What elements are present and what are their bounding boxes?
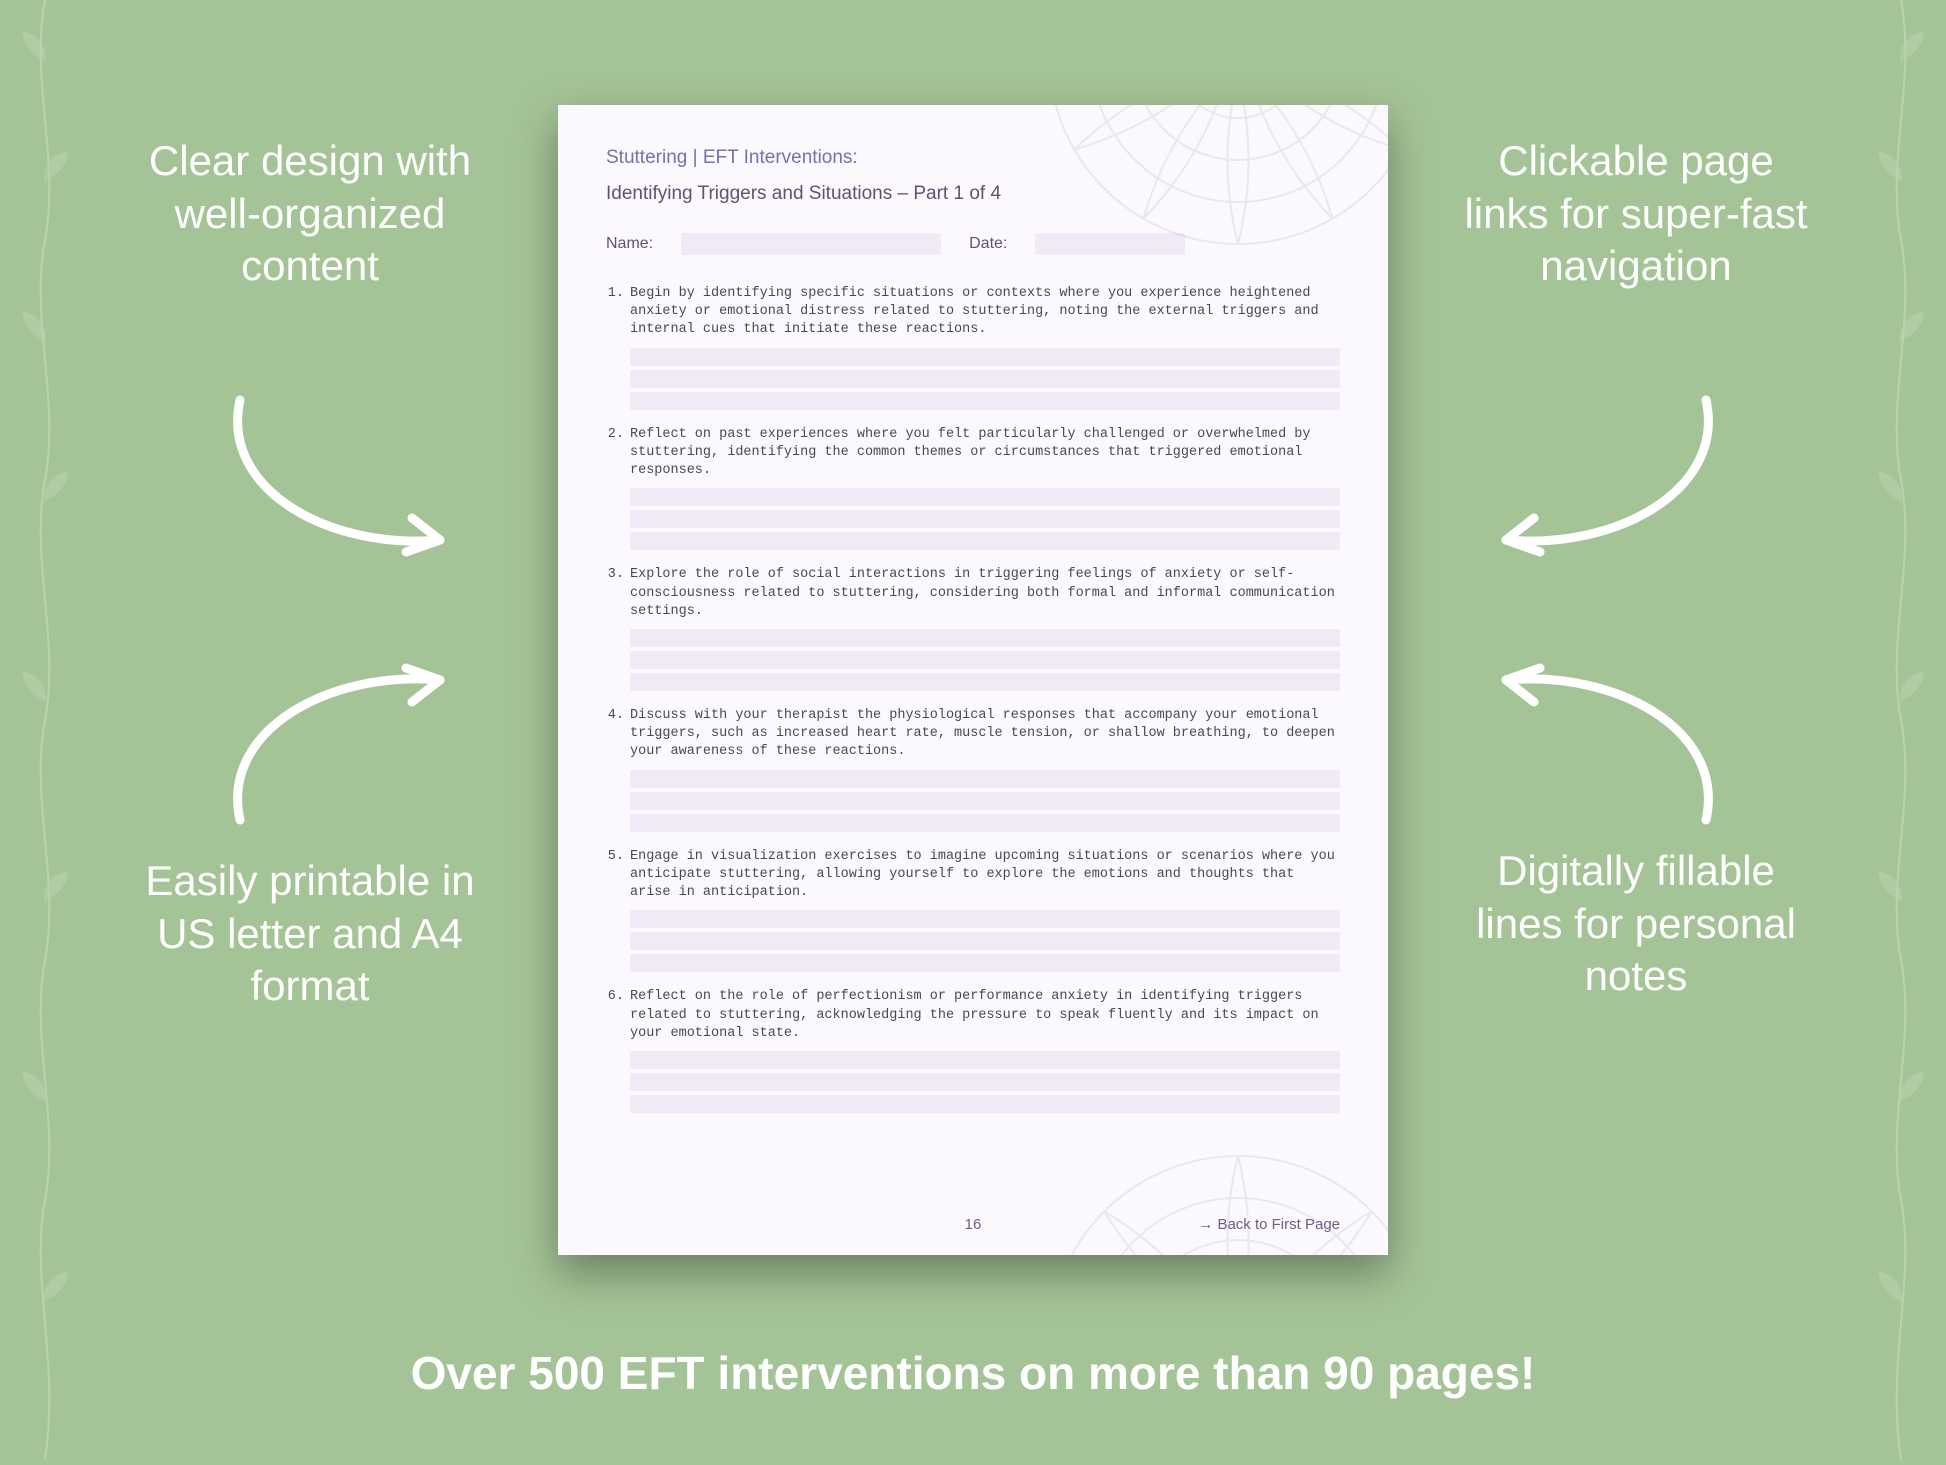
question-item: 5.Engage in visualization exercises to i… [606, 848, 1340, 973]
question-number: 3. [606, 566, 630, 621]
callout-bottom-left: Easily printable in US letter and A4 for… [130, 855, 490, 1013]
callout-top-left: Clear design with well-organized content [130, 135, 490, 293]
question-text: Engage in visualization exercises to ima… [630, 848, 1340, 903]
question-list: 1.Begin by identifying specific situatio… [606, 285, 1340, 1113]
arrow-bottom-left [210, 640, 470, 840]
arrow-top-left [210, 380, 470, 580]
name-date-row: Name: Date: [606, 233, 1340, 255]
date-label: Date: [969, 235, 1007, 253]
arrow-bottom-right [1476, 640, 1736, 840]
name-field[interactable] [681, 233, 941, 255]
doc-title-line1: Stuttering | EFT Interventions: [606, 147, 1340, 169]
bottom-tagline: Over 500 EFT interventions on more than … [0, 1346, 1946, 1400]
question-number: 5. [606, 848, 630, 903]
question-text: Reflect on past experiences where you fe… [630, 426, 1340, 481]
answer-lines[interactable] [606, 910, 1340, 972]
callout-bottom-right: Digitally fillable lines for personal no… [1456, 845, 1816, 1003]
callout-top-right: Clickable page links for super-fast navi… [1456, 135, 1816, 293]
name-label: Name: [606, 235, 653, 253]
answer-lines[interactable] [606, 629, 1340, 691]
back-to-first-page-link[interactable]: → Back to First Page [1198, 1216, 1340, 1233]
question-number: 4. [606, 707, 630, 762]
question-item: 6.Reflect on the role of perfectionism o… [606, 988, 1340, 1113]
question-number: 6. [606, 988, 630, 1043]
answer-lines[interactable] [606, 1051, 1340, 1113]
question-text: Reflect on the role of perfectionism or … [630, 988, 1340, 1043]
page-footer: 16 → Back to First Page [606, 1216, 1340, 1233]
question-item: 3.Explore the role of social interaction… [606, 566, 1340, 691]
question-number: 1. [606, 285, 630, 340]
answer-lines[interactable] [606, 770, 1340, 832]
document-page: Stuttering | EFT Interventions: Identify… [558, 105, 1388, 1255]
floral-border-right [1856, 0, 1946, 1460]
page-number: 16 [965, 1216, 982, 1233]
floral-border-left [0, 0, 90, 1460]
arrow-top-right [1476, 380, 1736, 580]
question-number: 2. [606, 426, 630, 481]
question-text: Begin by identifying specific situations… [630, 285, 1340, 340]
question-text: Explore the role of social interactions … [630, 566, 1340, 621]
answer-lines[interactable] [606, 348, 1340, 410]
mandala-decoration-bottom [1028, 1135, 1388, 1255]
question-item: 2.Reflect on past experiences where you … [606, 426, 1340, 551]
doc-title-line2: Identifying Triggers and Situations – Pa… [606, 183, 1340, 205]
answer-lines[interactable] [606, 488, 1340, 550]
question-item: 1.Begin by identifying specific situatio… [606, 285, 1340, 410]
question-item: 4.Discuss with your therapist the physio… [606, 707, 1340, 832]
question-text: Discuss with your therapist the physiolo… [630, 707, 1340, 762]
date-field[interactable] [1035, 233, 1185, 255]
